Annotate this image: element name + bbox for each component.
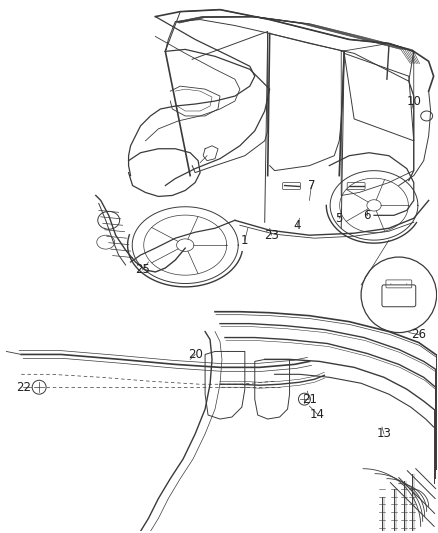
Text: 1: 1 bbox=[241, 233, 249, 247]
Text: 21: 21 bbox=[302, 393, 317, 406]
Text: 7: 7 bbox=[307, 179, 315, 192]
Text: 25: 25 bbox=[135, 263, 150, 277]
Text: 26: 26 bbox=[411, 328, 426, 341]
Text: 13: 13 bbox=[377, 427, 392, 440]
Text: 22: 22 bbox=[16, 381, 31, 394]
Text: 10: 10 bbox=[406, 94, 421, 108]
Text: 4: 4 bbox=[294, 219, 301, 232]
Text: 14: 14 bbox=[310, 408, 325, 421]
Text: 6: 6 bbox=[363, 209, 371, 222]
Text: 20: 20 bbox=[188, 348, 203, 361]
Text: 5: 5 bbox=[336, 212, 343, 225]
Text: 23: 23 bbox=[264, 229, 279, 241]
